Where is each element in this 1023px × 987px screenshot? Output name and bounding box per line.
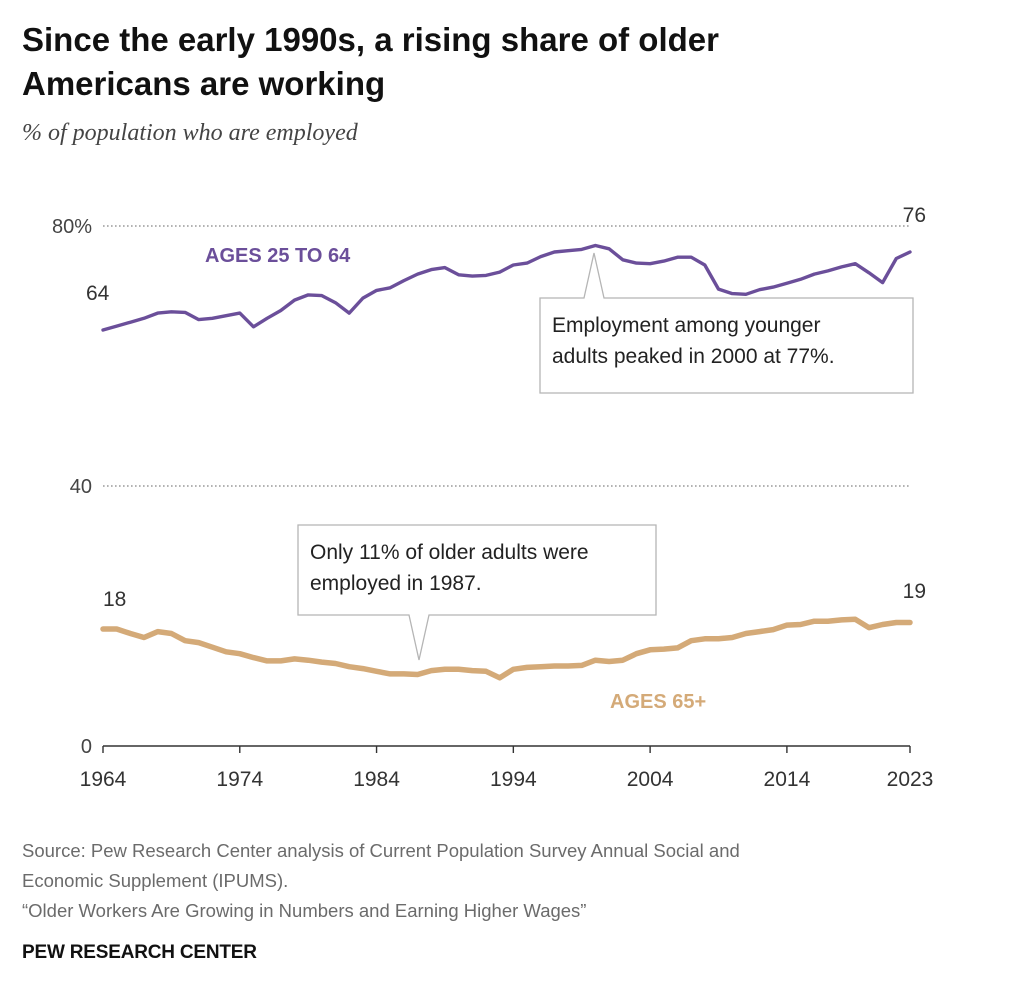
source-line-2: Economic Supplement (IPUMS). — [22, 870, 289, 891]
x-tick-label: 1974 — [216, 768, 263, 791]
start-label-ages-25-64: 64 — [86, 282, 110, 305]
series-line-ages-25-64 — [101, 243, 912, 332]
x-tick-label: 1964 — [80, 768, 127, 791]
start-label-ages-65-plus: 18 — [103, 588, 126, 611]
x-tick-label: 2004 — [627, 768, 674, 791]
chart-title: Since the early 1990s, a rising share of… — [22, 18, 922, 106]
series-label-ages-25-64: AGES 25 TO 64 — [205, 245, 351, 267]
y-tick-label: 0 — [81, 736, 92, 758]
annotation-low-1987-box — [297, 524, 657, 661]
y-tick-label: 40 — [70, 476, 92, 498]
annotation-low-1987-text: employed in 1987. — [310, 572, 482, 595]
end-label-ages-65-plus: 19 — [903, 580, 926, 603]
annotation-low-1987-text: Only 11% of older adults were — [310, 541, 589, 564]
source-note: Source: Pew Research Center analysis of … — [22, 836, 982, 926]
series-line-ages-65-plus — [100, 616, 913, 681]
x-tick-label: 2014 — [764, 768, 811, 791]
x-tick-label: 2023 — [887, 768, 934, 791]
source-line-3: “Older Workers Are Growing in Numbers an… — [22, 900, 587, 921]
source-line-1: Source: Pew Research Center analysis of … — [22, 840, 740, 861]
series-label-ages-65-plus: AGES 65+ — [610, 691, 706, 713]
x-tick-label: 1994 — [490, 768, 537, 791]
annotation-peak-2000-box — [539, 252, 914, 394]
annotation-peak-2000-text: adults peaked in 2000 at 77%. — [552, 345, 835, 368]
annotation-peak-2000-text: Employment among younger — [552, 314, 820, 337]
chart-subtitle: % of population who are employed — [22, 120, 358, 146]
pew-brand: PEW RESEARCH CENTER — [22, 942, 257, 963]
y-tick-label: 80% — [52, 216, 92, 238]
end-label-ages-25-64: 76 — [903, 204, 926, 227]
title-line-2: Americans are working — [22, 65, 386, 102]
title-line-1: Since the early 1990s, a rising share of… — [22, 21, 719, 58]
x-tick-label: 1984 — [353, 768, 400, 791]
